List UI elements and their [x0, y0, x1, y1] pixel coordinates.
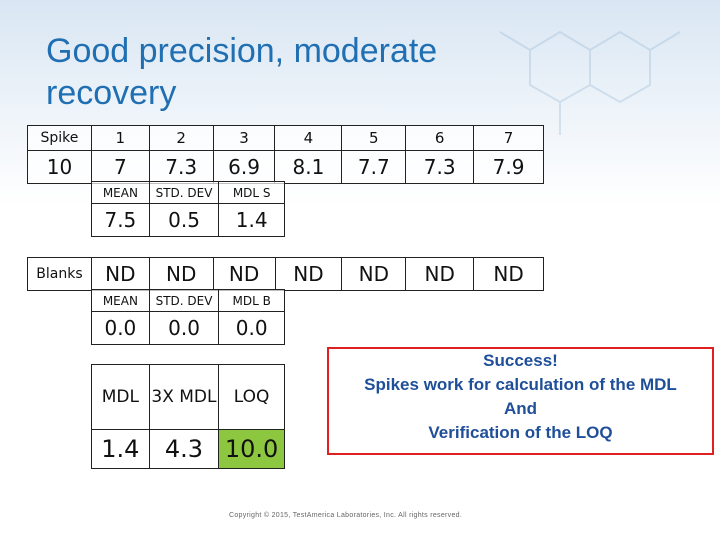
loq-value: 10.0: [218, 429, 285, 469]
blanks-row: Blanks ND ND ND ND ND ND ND: [27, 257, 544, 291]
blank-value-7: ND: [473, 257, 544, 291]
spike-table: Spike 1 2 3 4 5 6 7 10 7 7.3 6.9 8.1 7.7…: [27, 125, 544, 184]
blank-value-4: ND: [274, 257, 343, 291]
spike-value-row: 10 7 7.3 6.9 8.1 7.7 7.3 7.9: [27, 150, 544, 184]
three-x-mdl-label: 3X MDL: [148, 364, 220, 430]
spike-index-6: 6: [405, 125, 475, 151]
spike-stats-value-row: 7.5 0.5 1.4: [91, 203, 285, 237]
mdl-value: 1.4: [91, 429, 150, 469]
success-callout: Success! Spikes work for calculation of …: [327, 347, 714, 455]
spike-stats-table: MEAN STD. DEV MDL S 7.5 0.5 1.4: [91, 181, 285, 237]
spike-stddev-label: STD. DEV: [148, 181, 220, 204]
spike-index-2: 2: [148, 125, 214, 151]
success-line-4: Verification of the LOQ: [428, 423, 613, 442]
blank-mean-value: 0.0: [91, 311, 150, 345]
blanks-row-label: Blanks: [27, 257, 92, 291]
spike-value-7: 7.9: [473, 150, 544, 184]
mdl-summary-table: MDL 3X MDL LOQ 1.4 4.3 10.0: [91, 364, 285, 469]
spike-stddev-value: 0.5: [148, 203, 220, 237]
spike-index-3: 3: [212, 125, 276, 151]
spike-stats-header-row: MEAN STD. DEV MDL S: [91, 181, 285, 204]
blank-stats-table: MEAN STD. DEV MDL B 0.0 0.0 0.0: [91, 289, 285, 345]
blank-stddev-label: STD. DEV: [148, 289, 220, 312]
spike-value-1: 7: [90, 150, 150, 184]
spike-value-4: 8.1: [274, 150, 343, 184]
blank-mdl-value: 0.0: [218, 311, 285, 345]
spike-row-label: Spike: [27, 125, 92, 151]
spike-mdl-label: MDL S: [218, 181, 285, 204]
title-line-2: recovery: [46, 74, 177, 112]
blank-value-6: ND: [405, 257, 475, 291]
copyright-notice: Copyright © 2015, TestAmerica Laboratori…: [229, 512, 463, 519]
spike-mean-value: 7.5: [91, 203, 150, 237]
blank-value-1: ND: [90, 257, 150, 291]
spike-index-7: 7: [473, 125, 544, 151]
slide-title: Good precision, moderate recovery: [46, 30, 526, 114]
blank-value-3: ND: [212, 257, 276, 291]
spike-index-1: 1: [90, 125, 150, 151]
spike-mdl-value: 1.4: [218, 203, 285, 237]
mdl-summary-value-row: 1.4 4.3 10.0: [91, 429, 285, 469]
blank-value-5: ND: [341, 257, 407, 291]
title-line-1: Good precision, moderate: [46, 32, 438, 70]
spike-value-6: 7.3: [405, 150, 475, 184]
spike-value-3: 6.9: [212, 150, 276, 184]
spike-value-5: 7.7: [341, 150, 407, 184]
blank-stats-header-row: MEAN STD. DEV MDL B: [91, 289, 285, 312]
blank-mdl-label: MDL B: [218, 289, 285, 312]
spike-index-5: 5: [341, 125, 407, 151]
molecule-watermark: [499, 30, 681, 135]
loq-label: LOQ: [218, 364, 285, 430]
spike-index-4: 4: [274, 125, 343, 151]
blank-mean-label: MEAN: [91, 289, 150, 312]
spike-header-row: Spike 1 2 3 4 5 6 7: [27, 125, 544, 151]
spike-concentration: 10: [27, 150, 92, 184]
success-heading: Success!: [483, 351, 558, 370]
mdl-label: MDL: [91, 364, 150, 430]
blank-stats-value-row: 0.0 0.0 0.0: [91, 311, 285, 345]
success-line-2: Spikes work for calculation of the MDL: [364, 375, 677, 394]
spike-value-2: 7.3: [148, 150, 214, 184]
blanks-table: Blanks ND ND ND ND ND ND ND: [27, 257, 544, 291]
spike-mean-label: MEAN: [91, 181, 150, 204]
mdl-summary-header-row: MDL 3X MDL LOQ: [91, 364, 285, 430]
success-line-3: And: [503, 399, 538, 418]
blank-value-2: ND: [148, 257, 214, 291]
blank-stddev-value: 0.0: [148, 311, 220, 345]
three-x-mdl-value: 4.3: [148, 429, 220, 469]
